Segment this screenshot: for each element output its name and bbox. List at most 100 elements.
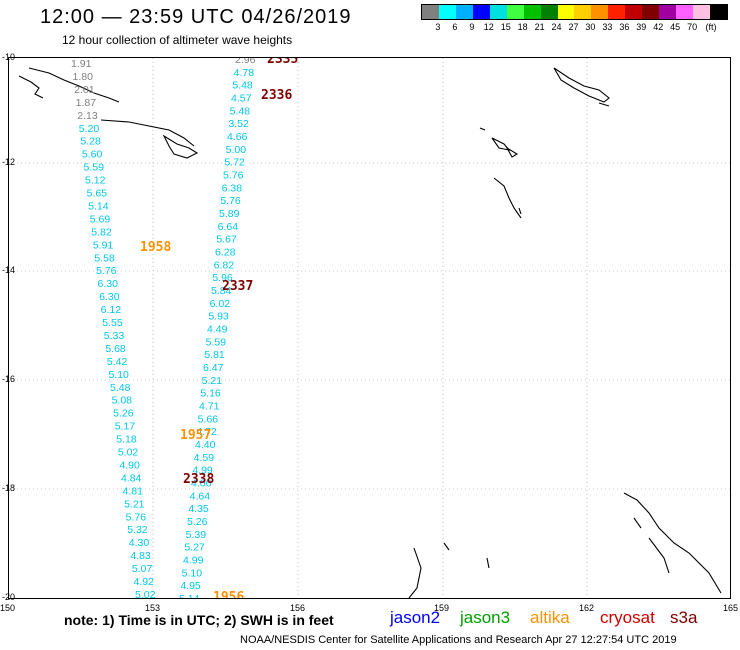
wave-height-value-left: 5.68 — [105, 343, 126, 355]
coast-louisiade — [100, 119, 195, 147]
latitude-label: -10 — [2, 52, 16, 62]
scale-label: 70 — [687, 22, 698, 32]
wave-height-value-left: 5.48 — [110, 382, 131, 394]
scale-label: 21 — [534, 22, 545, 32]
scale-swatch-1 — [438, 5, 456, 19]
wave-height-value-left: 5.26 — [113, 408, 134, 420]
wave-height-value-right: 4.06 — [191, 478, 212, 490]
chart-subtitle: 12 hour collection of altimeter wave hei… — [62, 33, 293, 47]
wave-height-value-left: 5.14 — [88, 200, 109, 212]
scale-swatch-13 — [642, 5, 660, 19]
scale-swatch-4 — [489, 5, 507, 19]
scale-swatch-11 — [608, 5, 626, 19]
latitude-label: -18 — [2, 483, 16, 493]
satellite-legend-s3a: s3a — [670, 608, 698, 627]
wave-height-value-right: 5.48 — [230, 105, 251, 117]
wave-height-value-left: 5.28 — [80, 136, 101, 148]
coast-papua-1 — [28, 67, 120, 103]
scale-swatch-0 — [422, 5, 439, 19]
wave-height-value-left: 5.76 — [126, 511, 147, 523]
wave-height-value-right: 6.64 — [218, 221, 239, 233]
scale-swatch-3 — [472, 5, 490, 19]
wave-height-value-right: 4.99 — [183, 555, 204, 567]
scale-label: 9 — [469, 22, 475, 32]
scale-swatch-7 — [540, 5, 558, 19]
wave-height-value-left: 5.55 — [102, 317, 123, 329]
track-left-values: 1.911.802.011.872.135.205.285.605.595.12… — [71, 58, 156, 598]
wave-height-value-right: 4.66 — [227, 131, 248, 143]
wave-height-value-left: 5.65 — [87, 188, 108, 200]
wave-height-value-left: 5.33 — [104, 330, 125, 342]
longitude-label: 150 — [0, 603, 16, 613]
wave-height-value-right: 5.67 — [216, 234, 237, 246]
wave-height-value-right: 6.02 — [210, 298, 231, 310]
wave-height-value-left: 5.10 — [108, 369, 129, 381]
scale-swatch-9 — [574, 5, 592, 19]
wave-height-value-left: 5.91 — [93, 239, 114, 251]
wave-height-value-right: 4.72 — [196, 426, 217, 438]
wave-height-value-right: 4.59 — [194, 452, 215, 464]
wave-height-value-right: 4.64 — [190, 490, 211, 502]
wave-height-value-right: 5.93 — [208, 311, 229, 323]
wave-height-value-left: 5.76 — [96, 265, 117, 277]
wave-height-value-right: 4.40 — [195, 439, 216, 451]
satellite-legend-jason3: jason3 — [460, 608, 511, 627]
coast-rennell-2 — [491, 137, 511, 151]
longitude-label: 165 — [723, 603, 739, 613]
grid-lines — [9, 58, 730, 598]
coast-rennell-3 — [505, 146, 519, 158]
wave-height-value-left: 6.30 — [99, 291, 120, 303]
wave-height-value-right: 5.89 — [219, 208, 240, 220]
satellite-legend-altika: altika — [530, 608, 570, 627]
wave-height-value-right: 6.28 — [215, 247, 236, 259]
scale-label: 42 — [653, 22, 664, 32]
wave-height-value-left: 5.32 — [127, 524, 148, 536]
scale-label: 18 — [517, 22, 528, 32]
scale-label: 12 — [483, 22, 494, 32]
scale-label: 15 — [500, 22, 511, 32]
wave-height-value-left: 5.58 — [94, 252, 115, 264]
wave-height-value-right: 4.35 — [188, 503, 209, 515]
wave-height-value-left: 5.12 — [85, 175, 106, 187]
scale-label: 36 — [619, 22, 630, 32]
coast-papua-2 — [18, 75, 44, 99]
latitude-label: -16 — [2, 374, 16, 384]
coast-solomon-1 — [553, 67, 610, 103]
scale-swatch-17 — [709, 5, 727, 19]
latitude-label: -14 — [2, 265, 16, 275]
wave-height-value-right: 5.76 — [223, 170, 244, 182]
scale-label: 27 — [568, 22, 579, 32]
track-right-values: 2.964.785.484.575.483.524.665.005.725.76… — [179, 58, 256, 598]
scale-swatch-6 — [523, 5, 541, 19]
longitude-label: 162 — [579, 603, 595, 613]
wave-height-value-right: 5.66 — [198, 413, 219, 425]
map-frame: 1.91 1.80 2.01 1.87 2.13 5.20 5.28 5.60 5.59 5.12… — [8, 57, 731, 599]
scale-label: 33 — [602, 22, 613, 32]
map-svg: 1.911.802.011.872.135.205.285.605.595.12… — [9, 58, 730, 598]
scale-label: 3 — [435, 22, 441, 32]
wave-height-value-left: 4.84 — [121, 472, 142, 484]
pass-time-label: 1957 — [180, 428, 211, 443]
wave-height-value-left: 5.60 — [82, 149, 103, 161]
longitude-label: 159 — [434, 603, 450, 613]
wave-height-value-left: 6.30 — [98, 278, 119, 290]
wave-height-value-right: 5.27 — [184, 542, 205, 554]
coast-islet-1 — [443, 542, 450, 551]
wave-height-value-left: 5.20 — [79, 123, 100, 135]
wave-height-value-left: 5.69 — [90, 213, 111, 225]
scale-swatch-16 — [693, 5, 710, 19]
wave-height-value-left: 4.81 — [123, 485, 144, 497]
pass-time-label: 2338 — [183, 472, 214, 487]
wave-height-value-right: 5.59 — [206, 336, 227, 348]
wave-height-value-right: 5.16 — [200, 388, 221, 400]
wave-height-value-left: 1.87 — [76, 97, 97, 109]
wave-height-value-left: 2.01 — [74, 84, 95, 96]
coast-rossel-island — [162, 134, 199, 159]
footnote: note: 1) Time is in UTC; 2) SWH is in fe… — [64, 612, 334, 628]
wave-height-value-left: 5.82 — [91, 226, 112, 238]
color-scale-labels: 3 6 9 12 15 18 21 24 27 30 33 36 39 42 45 70 (ft) — [421, 20, 728, 32]
scale-swatch-2 — [455, 5, 473, 19]
wave-height-value-left: 1.91 — [71, 58, 92, 70]
satellite-legend-jason2: jason2 — [390, 608, 441, 627]
scale-swatch-8 — [557, 5, 575, 19]
